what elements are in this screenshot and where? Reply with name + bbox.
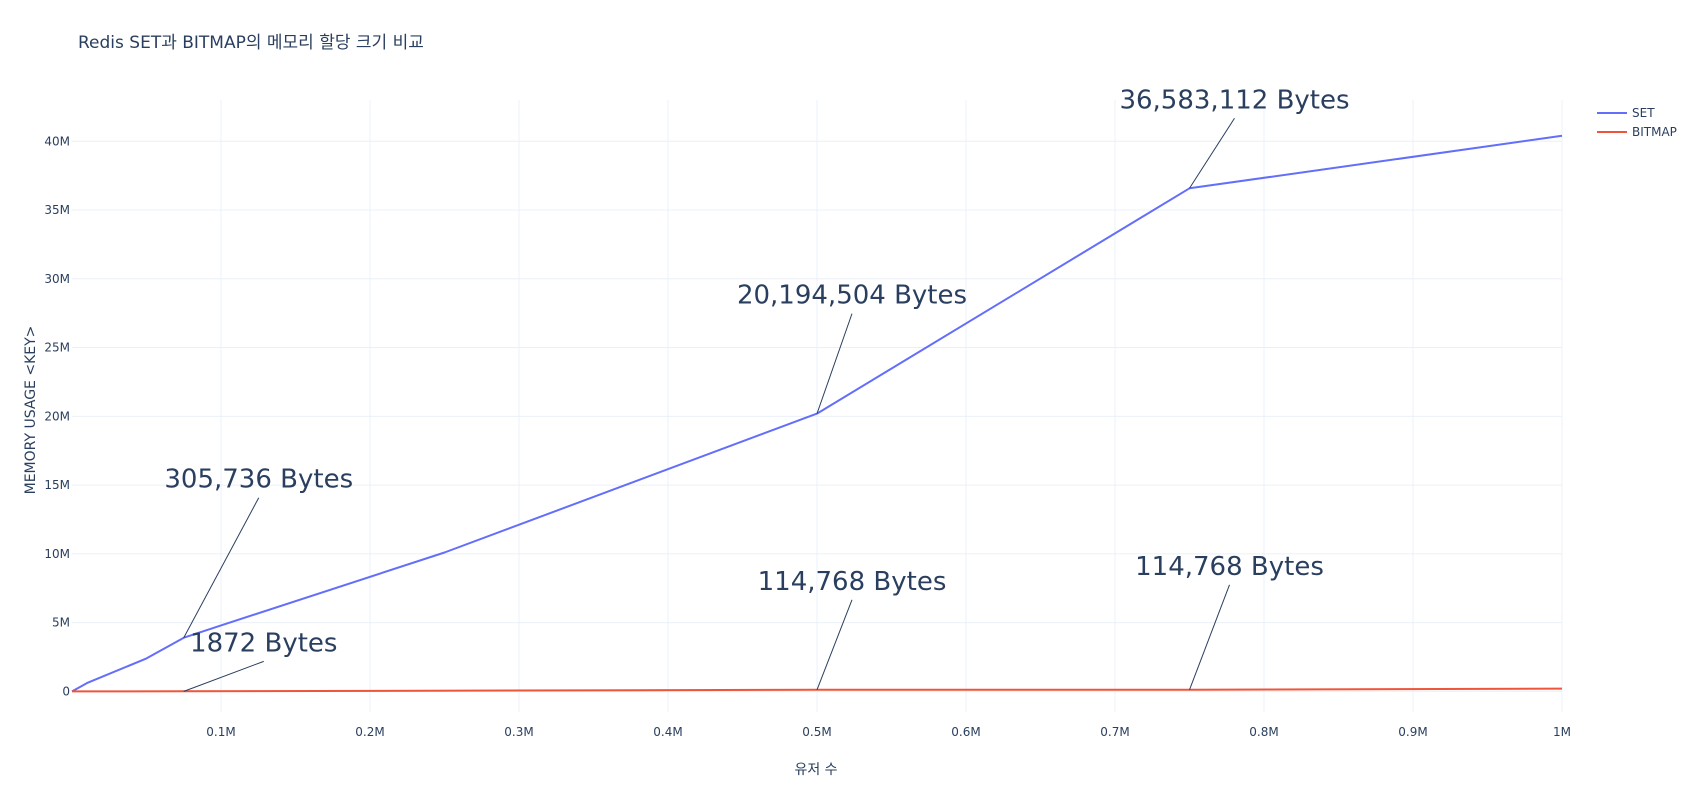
- y-tick-label: 5M: [52, 616, 70, 630]
- annotation: 305,736 Bytes: [164, 465, 353, 638]
- x-tick-label: 0.5M: [802, 725, 831, 739]
- legend-item-set[interactable]: SET: [1597, 106, 1655, 120]
- y-tick-label: 10M: [44, 547, 70, 561]
- y-tick-label: 35M: [44, 203, 70, 217]
- y-tick-label: 15M: [44, 478, 70, 492]
- legend-label: BITMAP: [1632, 125, 1677, 139]
- annotation-label: 114,768 Bytes: [1135, 552, 1324, 582]
- annotation-arrow: [816, 313, 853, 414]
- x-tick-label: 1M: [1553, 725, 1571, 739]
- annotation: 36,583,112 Bytes: [1119, 85, 1350, 189]
- x-tick-label: 0.2M: [355, 725, 384, 739]
- legend[interactable]: SET BITMAP: [1597, 106, 1677, 139]
- annotation-label: 305,736 Bytes: [164, 465, 353, 495]
- x-tick-label: 0.4M: [653, 725, 682, 739]
- annotation-label: 114,768 Bytes: [758, 567, 947, 597]
- y-axis-title: MEMORY USAGE <KEY>: [23, 326, 39, 495]
- legend-item-bitmap[interactable]: BITMAP: [1597, 125, 1677, 139]
- legend-label: SET: [1632, 106, 1655, 120]
- grid: [72, 100, 1563, 712]
- x-tick-label: 0.6M: [951, 725, 980, 739]
- x-tick-label: 0.9M: [1398, 725, 1427, 739]
- series-lines: [71, 134, 1563, 693]
- series-line-bitmap[interactable]: [71, 687, 1563, 693]
- y-tick-label: 30M: [44, 272, 70, 286]
- annotation: 20,194,504 Bytes: [737, 281, 967, 414]
- chart-title: Redis SET과 BITMAP의 메모리 할당 크기 비교: [78, 33, 424, 53]
- y-tick-label: 40M: [44, 134, 70, 148]
- y-tick-label: 25M: [44, 341, 70, 355]
- x-axis-title: 유저 수: [794, 762, 837, 778]
- annotation-label: 36,583,112 Bytes: [1119, 85, 1349, 115]
- annotation: 114,768 Bytes: [1135, 552, 1324, 690]
- x-tick-label: 0.1M: [206, 725, 235, 739]
- x-tick-label: 0.7M: [1100, 725, 1129, 739]
- annotation: 114,768 Bytes: [758, 567, 947, 690]
- annotation-arrow: [1189, 584, 1230, 690]
- annotations: 305,736 Bytes 1872 Bytes 20,194,504 Bytes 1…: [164, 85, 1350, 692]
- series-line-set[interactable]: [71, 134, 1563, 693]
- annotation-arrow: [1189, 117, 1235, 189]
- axis-ticks: 0.1M 0.2M 0.3M 0.4M 0.5M 0.6M 0.7M 0.8M 0.9M 1M 0 5…: [44, 134, 1571, 739]
- annotation-arrow: [183, 497, 260, 638]
- annotation-label: 20,194,504 Bytes: [737, 281, 967, 311]
- annotation-arrow: [816, 599, 853, 690]
- annotation: 1872 Bytes: [183, 628, 337, 692]
- y-tick-label: 20M: [44, 409, 70, 423]
- y-tick-label: 0: [62, 684, 70, 698]
- x-tick-label: 0.3M: [504, 725, 533, 739]
- annotation-label: 1872 Bytes: [190, 628, 337, 658]
- x-tick-label: 0.8M: [1249, 725, 1278, 739]
- annotation-arrow: [183, 660, 264, 692]
